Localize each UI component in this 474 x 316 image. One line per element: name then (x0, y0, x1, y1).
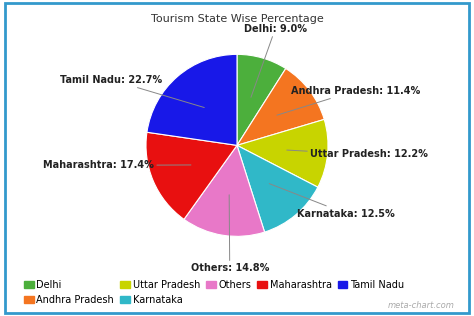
Text: Maharashtra: 17.4%: Maharashtra: 17.4% (43, 161, 191, 170)
Wedge shape (146, 132, 237, 219)
Text: Andhra Pradesh: 11.4%: Andhra Pradesh: 11.4% (277, 86, 420, 115)
Wedge shape (184, 145, 264, 236)
Wedge shape (237, 145, 318, 232)
Text: Uttar Pradesh: 12.2%: Uttar Pradesh: 12.2% (287, 149, 428, 160)
Text: Delhi: 9.0%: Delhi: 9.0% (244, 24, 307, 97)
Legend: Delhi, Andhra Pradesh, Uttar Pradesh, Karnataka, Others, Maharashtra, Tamil Nadu: Delhi, Andhra Pradesh, Uttar Pradesh, Ka… (24, 280, 404, 305)
Wedge shape (237, 119, 328, 187)
Wedge shape (237, 69, 324, 145)
Text: Others: 14.8%: Others: 14.8% (191, 195, 269, 273)
Wedge shape (147, 54, 237, 145)
Text: Karnataka: 12.5%: Karnataka: 12.5% (269, 184, 395, 219)
Text: meta-chart.com: meta-chart.com (388, 301, 455, 310)
Wedge shape (237, 54, 286, 145)
Text: Tourism State Wise Percentage: Tourism State Wise Percentage (151, 14, 323, 24)
Text: Tamil Nadu: 22.7%: Tamil Nadu: 22.7% (60, 75, 204, 107)
